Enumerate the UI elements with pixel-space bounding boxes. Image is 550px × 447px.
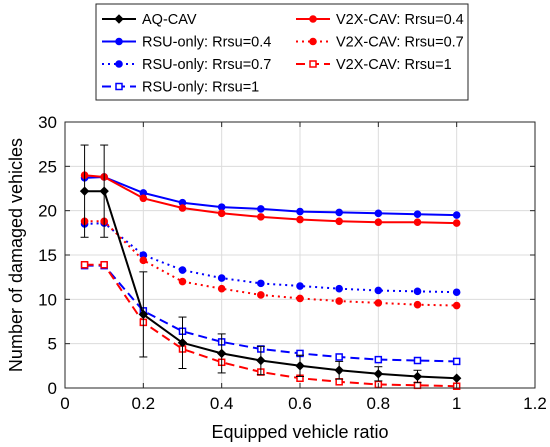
data-point [335, 353, 343, 361]
data-point [452, 211, 461, 219]
data-point [99, 186, 109, 196]
legend-entry: RSU-only: Rrsu=1 [102, 80, 259, 96]
y-tick-label: 0 [48, 379, 57, 398]
data-point [452, 288, 461, 297]
data-point [217, 274, 226, 282]
series-aq-cav [79, 144, 462, 384]
data-point [374, 299, 383, 307]
x-tick-label: 0.2 [132, 394, 156, 413]
legend-label: V2X-CAV: Rrsu=0.4 [336, 12, 464, 28]
legend-entry: V2X-CAV: Rrsu=0.7 [296, 35, 464, 51]
axis-ticks: 0 0.2 0.4 0.6 0.8 1 1.2 0 5 10 15 20 25 30 [38, 113, 547, 413]
data-point [296, 215, 304, 224]
data-point [257, 279, 265, 288]
data-point [452, 219, 461, 227]
data-point [257, 213, 265, 221]
data-point [80, 261, 89, 269]
legend-entry: AQ-CAV [102, 12, 197, 28]
data-point [374, 218, 383, 226]
data-point [452, 301, 461, 310]
data-point [178, 204, 187, 212]
data-point [309, 15, 317, 23]
y-tick-label: 5 [48, 335, 57, 354]
plot-series [79, 144, 462, 390]
legend-entry: V2X-CAV: Rrsu=1 [296, 57, 452, 73]
y-axis-label: Number of damaged vehicles [6, 138, 26, 372]
data-point [412, 371, 423, 382]
y-tick-label: 25 [38, 157, 57, 176]
data-point [413, 356, 422, 365]
x-tick-label: 1 [452, 394, 461, 413]
data-point [217, 203, 226, 211]
series-v2x-cav-rrsu-0-7 [80, 217, 461, 310]
data-point [115, 60, 123, 68]
y-tick-label: 30 [38, 113, 57, 132]
data-point [139, 194, 148, 203]
data-point [335, 208, 343, 217]
data-point [178, 266, 187, 274]
legend: AQ-CAV RSU-only: Rrsu=0.4 RSU-only: Rrsu=0… [95, 3, 469, 101]
data-point [114, 14, 124, 24]
data-point [296, 294, 304, 303]
data-point [217, 209, 226, 218]
y-tick-label: 15 [38, 246, 57, 265]
data-point [374, 209, 383, 218]
data-point [451, 373, 462, 383]
legend-label: V2X-CAV: Rrsu=0.7 [336, 35, 464, 51]
legend-entry: V2X-CAV: Rrsu=0.4 [296, 12, 464, 28]
data-point [335, 378, 343, 386]
data-point [138, 309, 149, 320]
data-point [335, 297, 343, 305]
data-point [452, 357, 461, 366]
data-point [115, 37, 123, 46]
data-point [257, 291, 265, 299]
y-tick-label: 10 [38, 290, 57, 309]
legend-label: AQ-CAV [142, 12, 197, 28]
legend-label: V2X-CAV: Rrsu=1 [336, 57, 452, 73]
data-point [309, 37, 317, 46]
data-point [335, 284, 343, 293]
data-point [335, 217, 343, 226]
legend-label: RSU-only: Rrsu=0.4 [142, 35, 271, 51]
x-tick-label: 0.6 [288, 394, 312, 413]
y-tick-label: 20 [38, 202, 57, 221]
data-point [295, 361, 305, 371]
x-tick-label: 1.2 [523, 394, 547, 413]
x-axis-label: Equipped vehicle ratio [211, 422, 388, 442]
data-point [217, 284, 226, 293]
data-point [374, 355, 383, 364]
data-point [178, 277, 187, 286]
x-tick-label: 0.4 [210, 394, 234, 413]
series-v2x-cav-rrsu-0-4 [80, 171, 461, 227]
data-point [334, 365, 344, 375]
data-point [374, 286, 383, 295]
data-point [296, 282, 304, 290]
legend-label: RSU-only: Rrsu=1 [142, 80, 259, 96]
data-point [115, 82, 123, 91]
x-tick-label: 0 [60, 394, 69, 413]
data-point [139, 256, 148, 265]
data-point [100, 261, 108, 269]
data-point [296, 207, 304, 216]
data-point [309, 60, 317, 68]
series-rsu-only-rrsu-0-7 [80, 219, 461, 297]
x-tick-label: 0.8 [367, 394, 391, 413]
legend-entry: RSU-only: Rrsu=0.4 [102, 35, 271, 51]
data-point [413, 218, 422, 226]
data-point [413, 300, 422, 309]
data-point [79, 186, 90, 196]
legend-box [95, 3, 469, 101]
legend-label: RSU-only: Rrsu=0.7 [142, 57, 271, 73]
data-point [256, 355, 266, 366]
data-point [177, 338, 188, 348]
data-point [413, 210, 422, 219]
data-point [413, 287, 422, 296]
data-point [257, 205, 265, 213]
data-point [413, 381, 422, 390]
legend-entry: RSU-only: Rrsu=0.7 [102, 57, 271, 73]
data-point [216, 348, 227, 359]
data-point [373, 369, 384, 379]
